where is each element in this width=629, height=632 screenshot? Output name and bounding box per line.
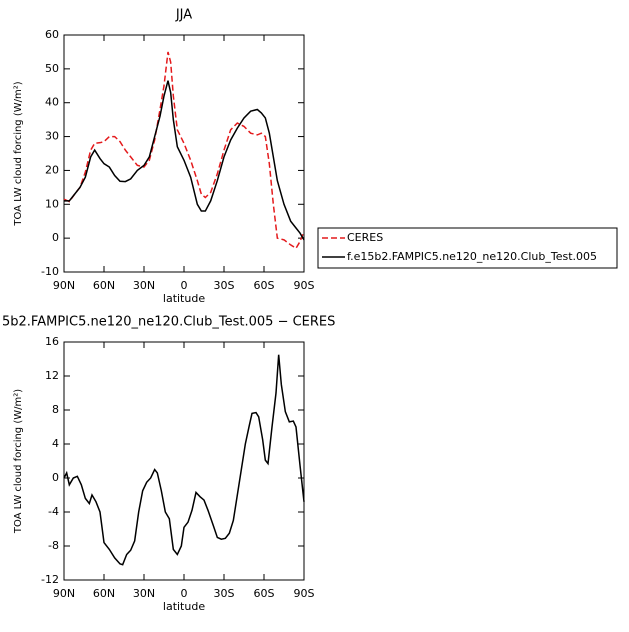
y-tick-label: -10 — [41, 265, 59, 278]
y-tick-label: 8 — [52, 403, 59, 416]
y-tick-label: 4 — [52, 437, 59, 450]
y-axis-label: TOA LW cloud forcing (W/m²) — [13, 81, 24, 226]
y-tick-label: 10 — [45, 197, 59, 210]
x-tick-label: 90N — [53, 279, 75, 292]
y-tick-label: 0 — [52, 471, 59, 484]
y-tick-label: 0 — [52, 231, 59, 244]
x-tick-label: 30N — [133, 279, 155, 292]
y-tick-label: 30 — [45, 130, 59, 143]
x-axis-label: latitude — [163, 600, 205, 613]
x-tick-label: 60N — [93, 279, 115, 292]
x-tick-label: 60S — [254, 587, 275, 600]
x-tick-label: 0 — [181, 587, 188, 600]
y-tick-label: 16 — [45, 335, 59, 348]
x-tick-label: 90S — [294, 587, 315, 600]
chart-title: 5b2.FAMPIC5.ne120_ne120.Club_Test.005 − … — [2, 315, 335, 330]
y-tick-label: 12 — [45, 369, 59, 382]
data-line — [63, 354, 305, 566]
chart-title: JJA — [175, 8, 192, 23]
y-tick-label: 60 — [45, 28, 59, 41]
legend-label: f.e15b2.FAMPIC5.ne120_ne120.Club_Test.00… — [347, 250, 597, 263]
x-axis-label: latitude — [163, 292, 205, 305]
y-tick-label: -12 — [41, 573, 59, 586]
x-tick-label: 30S — [214, 279, 235, 292]
y-tick-label: 20 — [45, 163, 59, 176]
y-tick-label: 50 — [45, 62, 59, 75]
y-tick-label: -8 — [48, 539, 59, 552]
x-tick-label: 60S — [254, 279, 275, 292]
data-line — [63, 51, 305, 250]
x-tick-label: 60N — [93, 587, 115, 600]
y-tick-label: -4 — [48, 505, 59, 518]
data-line — [64, 80, 305, 241]
x-tick-label: 30S — [214, 587, 235, 600]
x-tick-label: 30N — [133, 587, 155, 600]
legend-label: CERES — [347, 231, 383, 244]
y-axis-label: TOA LW cloud forcing (W/m²) — [13, 389, 24, 534]
y-tick-label: 40 — [45, 96, 59, 109]
x-tick-label: 0 — [181, 279, 188, 292]
legend-box — [317, 227, 618, 269]
x-tick-label: 90S — [294, 279, 315, 292]
x-tick-label: 90N — [53, 587, 75, 600]
